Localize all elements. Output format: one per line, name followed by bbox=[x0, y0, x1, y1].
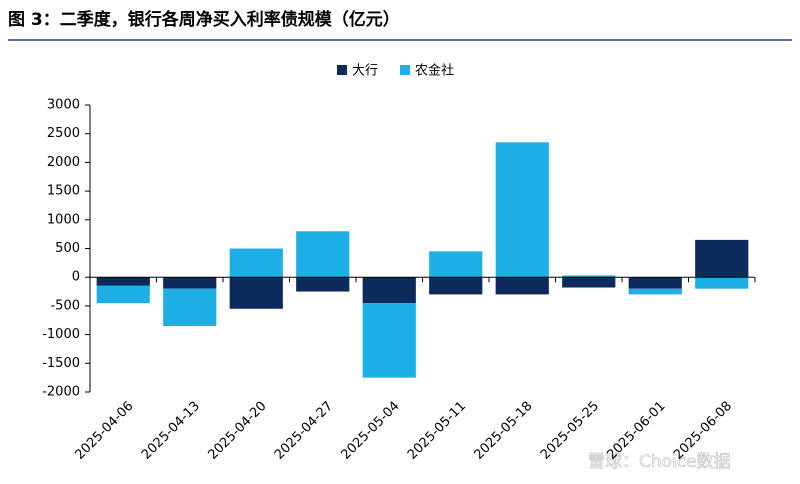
watermark: 雪球：Choice数据 bbox=[588, 452, 731, 472]
legend-swatch bbox=[400, 65, 411, 75]
y-tick-label: 1000 bbox=[47, 212, 80, 227]
y-tick-label: 0 bbox=[72, 270, 80, 285]
bar bbox=[229, 248, 283, 278]
bar bbox=[163, 277, 217, 289]
bar bbox=[163, 288, 217, 326]
y-tick-label: 2000 bbox=[47, 155, 80, 170]
bar bbox=[495, 277, 549, 295]
bar bbox=[296, 277, 350, 292]
x-tick-label: 2025-04-13 bbox=[139, 399, 203, 463]
legend-swatch bbox=[337, 65, 347, 75]
x-tick-label: 2025-05-11 bbox=[405, 399, 469, 463]
bar bbox=[296, 231, 350, 278]
y-tick-label: -2000 bbox=[42, 385, 80, 400]
chart-title: 图 3：二季度，银行各周净买入利率债规模（亿元） bbox=[8, 9, 400, 30]
y-tick-label: 1500 bbox=[47, 184, 80, 199]
y-tick-label: 2500 bbox=[47, 126, 80, 141]
y-tick-label: -500 bbox=[50, 298, 80, 313]
bar bbox=[695, 239, 749, 278]
bar bbox=[96, 277, 150, 286]
bar bbox=[562, 277, 616, 288]
bar bbox=[429, 251, 483, 278]
legend-label: 农金社 bbox=[415, 63, 454, 79]
bar bbox=[429, 277, 483, 295]
bar bbox=[96, 285, 150, 304]
y-tick-label: -1500 bbox=[42, 356, 80, 371]
y-tick-label: 500 bbox=[55, 241, 80, 256]
y-tick-label: -1000 bbox=[42, 327, 80, 342]
y-tick-label: 3000 bbox=[47, 98, 80, 113]
x-tick-label: 2025-05-18 bbox=[472, 399, 536, 463]
bar bbox=[562, 275, 616, 278]
bar bbox=[628, 277, 682, 289]
x-tick-label: 2025-04-27 bbox=[272, 399, 336, 463]
bar bbox=[628, 288, 682, 295]
x-tick-label: 2025-05-04 bbox=[339, 399, 403, 463]
legend-label: 大行 bbox=[352, 64, 378, 79]
bar bbox=[695, 277, 749, 289]
bar bbox=[362, 277, 416, 304]
bar bbox=[362, 303, 416, 378]
bar bbox=[495, 142, 549, 278]
x-tick-label: 2025-04-20 bbox=[206, 399, 270, 463]
bar bbox=[229, 277, 283, 309]
x-tick-label: 2025-04-06 bbox=[73, 399, 137, 463]
